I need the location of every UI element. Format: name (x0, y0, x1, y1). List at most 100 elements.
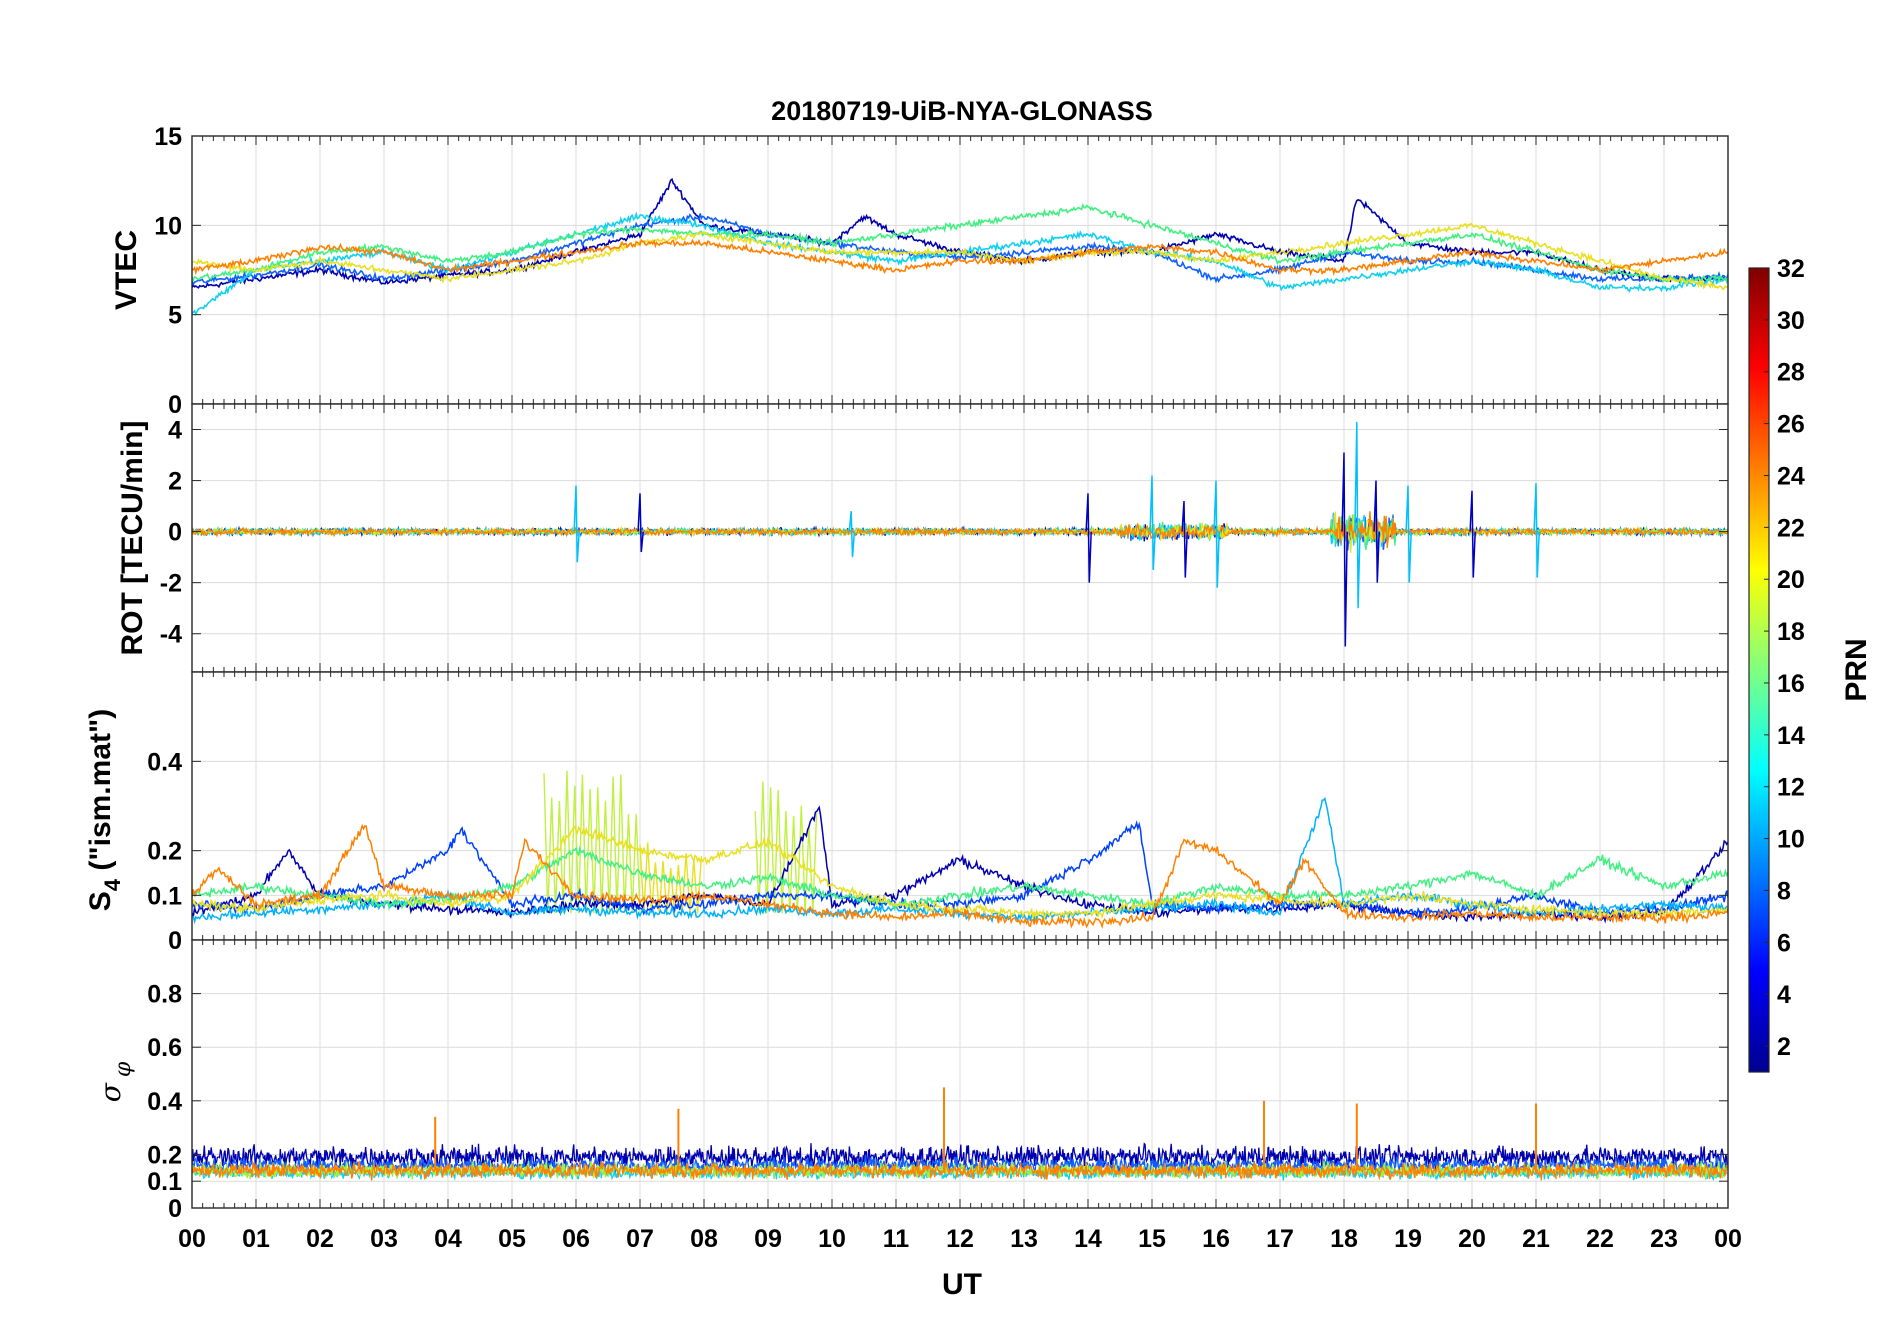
plot-area (192, 421, 1728, 647)
x-tick-label: 07 (626, 1225, 654, 1253)
vtec-line (192, 177, 1728, 289)
colorbar-tick-label: 10 (1777, 826, 1805, 854)
s4-series-prn-10 (192, 796, 1728, 925)
vtec-series-prn-24 (192, 238, 1728, 277)
x-tick-label: 05 (498, 1225, 526, 1253)
y-tick-label: 10 (154, 212, 182, 240)
vtec-line (192, 238, 1728, 277)
rot-spike (1085, 493, 1092, 583)
plot-area (192, 770, 1728, 929)
x-tick-label: 13 (1010, 1225, 1038, 1253)
y-tick-label: 4 (168, 417, 182, 445)
grid-lines (192, 940, 1728, 1209)
rot-spike (1149, 475, 1156, 570)
x-tick-label: 10 (818, 1225, 846, 1253)
colorbar-tick-label: 16 (1777, 670, 1805, 698)
y-tick-label: 0.6 (147, 1034, 182, 1062)
rot-series-prn-24 (192, 511, 1728, 549)
y-tick-label: 0 (168, 519, 182, 547)
x-tick-label: 00 (1714, 1225, 1742, 1253)
panel-s4: 0 0.1 0.2 0.4 S4 ("ism.mat") (84, 671, 1729, 955)
rot-spike (848, 511, 856, 558)
x-tick-label: 12 (946, 1225, 974, 1253)
panel-rot: -4 -2 0 2 4 ROT [TECU/min] (116, 403, 1729, 673)
x-tick-label: 06 (562, 1225, 590, 1253)
x-tick-label: 22 (1586, 1225, 1614, 1253)
x-tick-label: 21 (1522, 1225, 1550, 1253)
vtec-line (192, 203, 1728, 286)
y-tick-label: 0.2 (147, 1141, 182, 1169)
y-tick-label: -2 (160, 570, 182, 598)
x-tick-label: 16 (1202, 1225, 1230, 1253)
y-axis-label: σφ (94, 1061, 136, 1102)
x-tick-label: 04 (434, 1225, 462, 1253)
colorbar-tick-label: 28 (1777, 359, 1805, 387)
rot-spike (1469, 490, 1476, 578)
colorbar-tick-label: 30 (1777, 307, 1805, 335)
s4-series-prn-16 (192, 845, 1728, 912)
colorbar-tick-label: 26 (1777, 411, 1805, 439)
x-tick-label: 14 (1074, 1225, 1102, 1253)
y-axis-label-rest: ("ism.mat") (84, 709, 117, 879)
rot-spike (1181, 500, 1188, 578)
rot-spike (637, 493, 644, 553)
colorbar-tick-label: 24 (1777, 462, 1805, 490)
x-tick-label: 18 (1330, 1225, 1358, 1253)
minor-ticks (191, 136, 1729, 404)
colorbar-tick-label: 2 (1777, 1033, 1791, 1061)
y-axis-label: S4 ("ism.mat") (84, 709, 125, 911)
y-tick-label: 5 (168, 302, 182, 330)
y-axis-label: VTEC (110, 230, 143, 310)
y-tick-label: 0.8 (147, 981, 182, 1009)
x-axis: 00 01 02 03 04 05 06 07 08 09 10 11 12 13 14 15 16 17 18 19… (178, 1225, 1742, 1253)
colorbar-tick-label: 4 (1777, 981, 1791, 1009)
x-tick-label: 09 (754, 1225, 782, 1253)
panel-sigma_phi: 00.10.2 0.4 0.6 0.8 σφ (94, 939, 1729, 1223)
rot-spike (573, 485, 580, 563)
y-tick-label: -4 (160, 621, 182, 649)
y-tick-label: 0.4 (147, 748, 182, 776)
s4-series-prn-6 (192, 820, 1728, 919)
s4-series-prn-20 (192, 825, 1728, 920)
s4-series-prn-2 (192, 805, 1728, 924)
colorbar-tick-label: 6 (1777, 929, 1791, 957)
x-tick-label: 02 (306, 1225, 334, 1253)
x-axis-label: UT (942, 1268, 982, 1301)
colorbar-tick-label: 22 (1777, 514, 1805, 542)
plot-area (192, 1087, 1728, 1181)
y-axis-label: ROT [TECU/min] (116, 421, 149, 656)
y-tick-label: 0 (168, 927, 182, 955)
colorbar-label: PRN (1840, 638, 1873, 701)
rot-spike (1341, 452, 1348, 647)
x-tick-label: 20 (1458, 1225, 1486, 1253)
rot-spike (1405, 485, 1412, 583)
x-tick-label: 03 (370, 1225, 398, 1253)
y-tick-label: 0 (168, 1195, 182, 1223)
y-axis-label-sub: φ (111, 1061, 136, 1077)
plot-area (192, 177, 1728, 317)
x-tick-label: 01 (242, 1225, 270, 1253)
colorbar-tick-label: 20 (1777, 566, 1805, 594)
vtec-series-prn-2 (192, 177, 1728, 289)
vtec-series-prn-20 (192, 222, 1728, 291)
panel-vtec: 0 5 10 15 VTEC (110, 123, 1729, 419)
s4-series-prn-24 (192, 823, 1728, 929)
x-tick-label: 11 (883, 1225, 910, 1253)
y-tick-label: 0 (168, 391, 182, 419)
x-tick-label: 08 (690, 1225, 718, 1253)
x-tick-label: 23 (1650, 1225, 1678, 1253)
y-tick-label: 15 (154, 123, 182, 151)
minor-ticks (191, 404, 1729, 672)
rot-spike (1354, 421, 1361, 609)
sigma-series-prn-24 (192, 1160, 1728, 1181)
y-axis-label-main: σ (94, 1082, 127, 1102)
vtec-series-prn-16 (192, 203, 1728, 286)
sigma-series-prn-2 (192, 1142, 1728, 1173)
colorbar-tick-label: 8 (1777, 877, 1791, 905)
vtec-line (192, 222, 1728, 291)
minor-ticks (191, 940, 1729, 1208)
y-tick-label: 0.1 (147, 1168, 182, 1196)
